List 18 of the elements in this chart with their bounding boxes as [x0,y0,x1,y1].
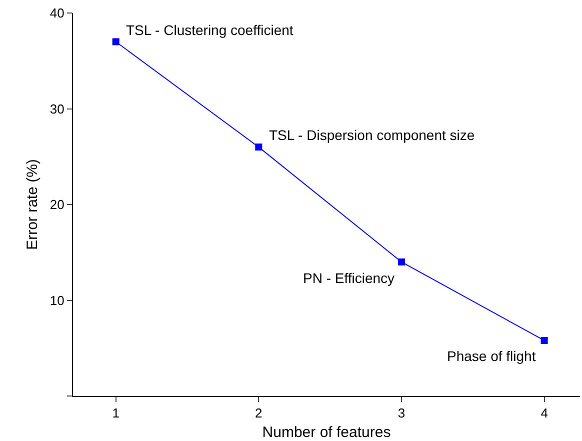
x-tick-label: 3 [398,406,406,421]
annotation: Phase of flight [447,348,536,364]
y-tick-label: 40 [50,6,64,21]
x-tick-label: 1 [112,406,120,421]
point [540,336,548,344]
x-tick-label: 4 [540,406,548,421]
annotation: TSL - Clustering coefficient [126,22,294,38]
point [112,38,120,46]
x-axis-title: Number of features [262,424,391,441]
x-tick-label: 2 [255,406,262,421]
y-axis-title: Error rate (%) [24,159,42,250]
y-tick-label: 10 [50,292,64,308]
y-tick-label: 30 [50,101,64,116]
annotation: TSL - Dispersion component size [269,127,475,143]
point [255,144,262,151]
point [398,258,405,266]
annotation: PN - Efficiency [303,270,395,286]
y-tick-label: 20 [50,197,64,212]
